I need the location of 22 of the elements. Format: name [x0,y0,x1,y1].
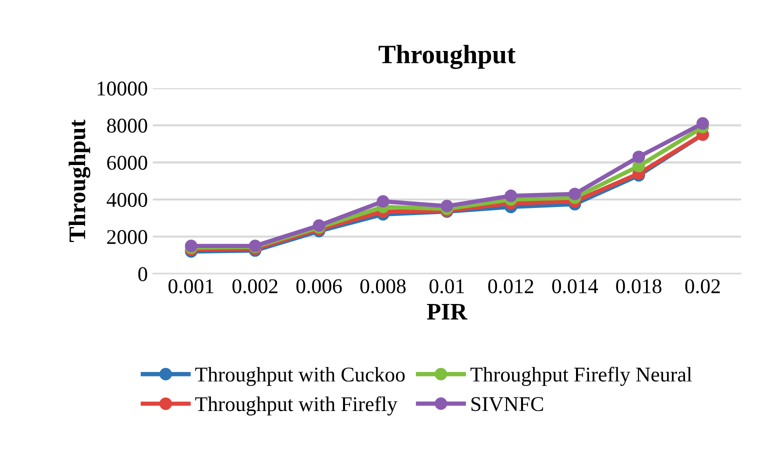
x-tick-label: 0.012 [488,279,534,294]
x-tick-label: 0.001 [168,279,214,294]
y-tick-label: 4000 [106,192,148,207]
x-axis-title: PIR [427,304,468,320]
legend-label: Throughput Firefly Neural [470,366,692,386]
y-tick-label: 8000 [107,118,148,133]
x-tick-label: 0.02 [685,279,720,294]
y-tick-label: 2000 [107,230,148,244]
x-tick-label: 0.008 [360,279,406,294]
y-tick-label: 10000 [98,82,148,96]
x-tick-label: 0.01 [430,279,464,294]
y-tick-label: 6000 [107,156,148,170]
chart-title: Throughput [378,44,516,69]
y-axis-title: Throughput [68,120,90,242]
x-tick-label: 0.018 [616,279,662,294]
legend-label: Throughput with Firefly [195,396,398,416]
y-tick-label: 0 [138,267,148,282]
x-tick-label: 0.002 [232,279,278,294]
x-tick-label: 0.014 [552,279,598,294]
legend-label: SIVNFC [471,397,544,412]
legend-label: Throughput with Cuckoo [195,366,405,386]
x-tick-label: 0.006 [296,279,342,294]
